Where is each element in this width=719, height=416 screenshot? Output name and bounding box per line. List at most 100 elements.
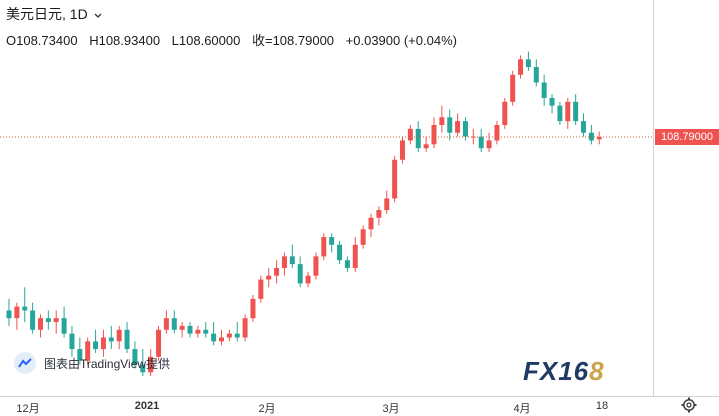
candle-body [116,329,122,342]
tradingview-text: 图表由TradingView提供 [44,356,171,371]
candle [360,225,366,249]
candle [541,74,547,106]
candle-body [400,140,405,160]
candle [258,275,264,303]
candle-body [187,325,193,334]
x-tick-dec: 12月 [16,403,40,415]
candle-body [439,117,445,125]
candle-body [108,337,114,342]
candle [211,322,217,346]
x-tick-2021: 2021 [134,400,160,412]
candle [148,349,154,377]
candle [518,55,524,79]
candle-body [462,121,468,137]
candle-body [541,82,547,98]
candle-body [132,349,138,365]
candle-body [195,329,201,334]
gear-icon[interactable] [681,397,697,413]
candle [108,325,114,350]
candle [525,51,531,71]
candle [447,109,453,141]
candle-body [6,310,12,319]
fx168-logo-main: FX16 [523,356,590,386]
candle [53,310,59,334]
candle-body [179,325,185,330]
candle [455,113,461,137]
candle [470,128,476,145]
candle [573,94,579,125]
candle [329,233,335,253]
chevron-down-icon[interactable] [94,13,102,19]
candle [376,206,382,226]
price-axis[interactable] [653,0,654,396]
candle [588,125,594,145]
tradingview-logo-icon [14,352,36,374]
candle-body [423,144,429,149]
tradingview-attribution[interactable]: 图表由TradingView提供 [14,352,170,374]
symbol-name: 美元日元, [6,6,66,22]
candle [226,329,232,342]
candle-body [22,306,28,311]
candle-body [486,140,492,149]
candle [37,314,43,338]
candle [384,190,390,214]
candle-body [156,329,162,357]
candle [352,237,358,272]
close-value: 收=108.79000 [251,33,335,48]
x-tick-feb: 2月 [258,403,276,415]
candle [344,256,350,272]
candle [45,310,51,330]
candle-body [258,279,264,299]
candle-body [289,256,295,265]
candle [22,287,28,323]
candle-body [53,318,59,323]
candle [156,325,162,361]
candle [486,132,492,153]
candle [478,128,484,153]
candle [85,337,91,365]
candle-body [321,237,327,257]
candle-body [14,306,20,319]
symbol-header[interactable]: 美元日元, 1D [6,4,102,24]
candle [281,252,287,276]
time-axis[interactable] [0,396,719,414]
candle [140,349,146,377]
candle [171,310,177,334]
candle [289,244,295,268]
candle [423,136,429,153]
candle-body [234,333,240,338]
candle [557,101,563,125]
candle [266,267,272,288]
candle-body [211,333,217,342]
x-tick-mar: 3月 [382,403,400,415]
last-price-tag: 108.79000 [655,128,719,145]
candle-body [297,264,303,284]
candle-body [242,318,248,338]
candle-body [281,256,287,268]
candle [234,322,240,342]
candle [510,70,516,106]
candle-body [502,101,508,125]
candle-body [171,318,177,330]
candle [124,322,130,353]
candle [163,310,169,334]
candle-body [77,349,83,361]
candle-body [368,217,374,230]
candle-body [163,318,169,330]
candle [203,322,209,338]
candle [337,240,343,265]
candle [187,322,193,338]
candle-body [376,210,382,218]
candle [218,329,224,346]
candle-body [93,341,99,350]
candle-body [573,101,579,122]
x-tick-18: 18 [595,400,609,412]
candle-body [549,97,555,106]
candle-body [596,136,602,140]
candle [321,233,327,261]
ohlc-readout: O108.73400 H108.93400 L108.60000 收=108.7… [6,30,465,49]
candle-body [431,125,437,145]
candle [305,271,311,288]
candlestick-plot[interactable] [0,0,653,396]
